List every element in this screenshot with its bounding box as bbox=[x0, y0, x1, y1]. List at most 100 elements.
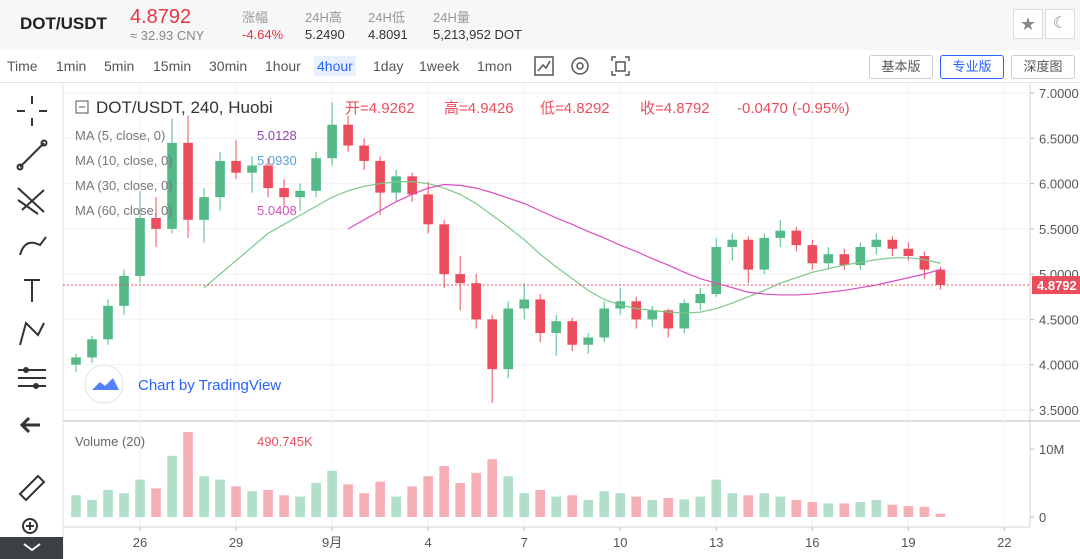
volume-bar bbox=[647, 500, 658, 517]
interval-button[interactable]: Time bbox=[7, 58, 38, 74]
candle-body bbox=[87, 339, 97, 358]
volume-bar bbox=[935, 513, 946, 517]
x-tick-label: 7 bbox=[521, 535, 528, 550]
candle-body bbox=[583, 337, 594, 345]
ohlc-value: 高=4.9426 bbox=[444, 100, 514, 117]
candle-body bbox=[183, 142, 193, 220]
volume-bar bbox=[695, 496, 706, 517]
watermark[interactable]: Chart by TradingView bbox=[138, 377, 281, 394]
candle-body bbox=[327, 124, 337, 159]
volume-bar bbox=[295, 496, 305, 517]
stat-label: 24H低 bbox=[368, 10, 405, 25]
interval-button[interactable]: 4hour bbox=[314, 56, 356, 76]
candle-body bbox=[519, 299, 529, 309]
stat-value: -4.64% bbox=[242, 27, 284, 42]
candle-body bbox=[759, 237, 770, 270]
side-toolbar bbox=[0, 82, 63, 559]
indicator-label: MA (30, close, 0) bbox=[75, 178, 173, 193]
volume-bar bbox=[855, 502, 866, 517]
volume-bar bbox=[103, 489, 113, 517]
volume-bar bbox=[887, 504, 898, 517]
cny-price: ≈ 32.93 CNY bbox=[130, 28, 205, 43]
volume-bar bbox=[615, 493, 626, 517]
indicator-value: 5.0408 bbox=[257, 203, 297, 218]
stat-value: 5,213,952 DOT bbox=[433, 27, 522, 42]
legend-title: DOT/USDT, 240, Huobi bbox=[96, 98, 273, 117]
interval-button[interactable]: 30min bbox=[209, 58, 248, 74]
candle-body bbox=[807, 245, 818, 264]
volume-bar bbox=[903, 506, 914, 517]
x-tick-label: 9月 bbox=[322, 535, 342, 550]
candle-body bbox=[487, 319, 497, 370]
candle-body bbox=[151, 217, 161, 229]
x-tick-label: 22 bbox=[997, 535, 1011, 550]
candle-body bbox=[695, 294, 706, 304]
volume-bar bbox=[823, 503, 834, 517]
interval-button[interactable]: 1week bbox=[419, 58, 460, 74]
candle-body bbox=[887, 239, 898, 249]
volume-bar bbox=[487, 459, 497, 517]
volume-bar bbox=[391, 496, 401, 517]
interval-button[interactable]: 15min bbox=[153, 58, 192, 74]
tool-icons[interactable] bbox=[16, 96, 48, 534]
view-button[interactable]: 深度图 bbox=[1011, 55, 1075, 79]
volume-bar bbox=[183, 432, 193, 517]
candle-body bbox=[919, 256, 930, 270]
view-button[interactable]: 基本版 bbox=[869, 55, 933, 79]
stat-label: 24H高 bbox=[305, 10, 342, 25]
volume-title: Volume (20) bbox=[75, 434, 145, 449]
volume-bar bbox=[215, 479, 225, 517]
legend-toggle[interactable] bbox=[75, 100, 89, 114]
candle-body bbox=[727, 239, 738, 247]
toolbar: Time 1min 5min 15min 30min 1hour 4hour 1day 1wee… bbox=[0, 51, 1080, 83]
y-tick-label: 5.5000 bbox=[1039, 222, 1079, 237]
ma-line bbox=[203, 181, 941, 314]
volume-bar bbox=[407, 486, 417, 517]
volume-bar bbox=[311, 483, 321, 517]
view-button[interactable]: 专业版 bbox=[940, 55, 1004, 79]
interval-button[interactable]: 1day bbox=[373, 58, 404, 74]
collapse-button[interactable] bbox=[0, 537, 63, 559]
volume-bar bbox=[87, 500, 97, 517]
volume-bar bbox=[231, 486, 241, 517]
volume-bar bbox=[471, 472, 481, 517]
volume-bar bbox=[135, 479, 145, 517]
ohlc-value: 收=4.8792 bbox=[640, 100, 710, 117]
stat-value: 5.2490 bbox=[305, 27, 345, 42]
candle-body bbox=[455, 274, 465, 284]
favorite[interactable]: ★ bbox=[1013, 9, 1043, 39]
candle-body bbox=[295, 190, 305, 198]
header: DOT/USDT 4.8792 ≈ 32.93 CNY 涨幅 -4.64% 24H高… bbox=[0, 0, 1080, 50]
volume-bar bbox=[279, 495, 289, 517]
volume-bar bbox=[71, 495, 81, 517]
volume-bar bbox=[551, 496, 562, 517]
indicator-value: 5.0128 bbox=[257, 128, 297, 143]
candle-body bbox=[423, 194, 433, 225]
theme-toggle[interactable]: ☾ bbox=[1045, 9, 1075, 39]
toolbar-icons[interactable] bbox=[533, 55, 643, 79]
volume-bar bbox=[423, 476, 433, 517]
candle-body bbox=[663, 310, 674, 329]
candle-body bbox=[631, 301, 642, 320]
volume-bar bbox=[599, 491, 610, 517]
volume-bar bbox=[327, 470, 337, 517]
volume-bar bbox=[679, 499, 690, 517]
candle-body bbox=[199, 197, 209, 220]
interval-button[interactable]: 1hour bbox=[265, 58, 301, 74]
volume-bar bbox=[663, 497, 674, 517]
symbol: DOT/USDT bbox=[20, 14, 107, 33]
y-tick-label: 3.5000 bbox=[1039, 403, 1079, 418]
candle-body bbox=[471, 283, 481, 320]
interval-button[interactable]: 1mon bbox=[477, 58, 513, 74]
candle-body bbox=[279, 188, 289, 198]
candle-body bbox=[599, 308, 610, 338]
collapse-icon bbox=[23, 543, 41, 552]
candle-body bbox=[231, 160, 241, 173]
y-tick-label: 6.0000 bbox=[1039, 177, 1079, 192]
y-tick-label: 4.5000 bbox=[1039, 312, 1079, 327]
interval-button[interactable]: 1min bbox=[56, 58, 87, 74]
candle-body bbox=[343, 124, 353, 146]
interval-button[interactable]: 5min bbox=[104, 58, 135, 74]
candle-body bbox=[439, 224, 449, 275]
volume-bar bbox=[759, 493, 770, 517]
